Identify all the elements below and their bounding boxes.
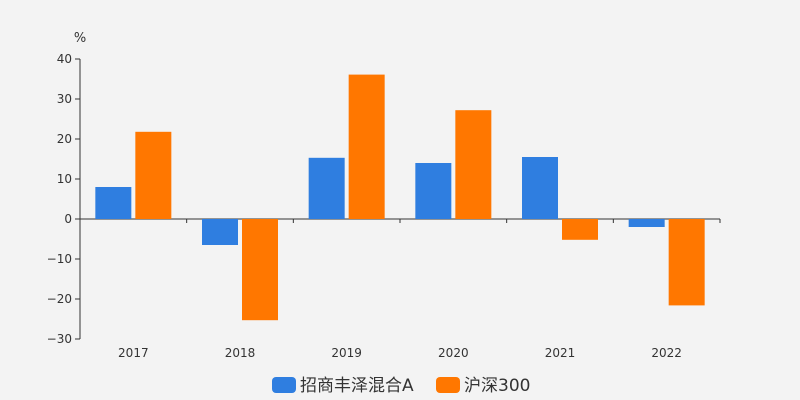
y-tick-label: 0 [64,212,72,226]
bar-index-2022[interactable] [668,219,705,306]
y-tick-label: 20 [57,132,72,146]
bar-index-2018[interactable] [242,219,278,321]
bar-fund-2022[interactable] [628,219,665,227]
bar-index-2021[interactable] [562,219,598,240]
x-tick-label: 2021 [545,346,576,360]
y-tick-label: 40 [57,52,72,66]
legend-label[interactable]: 招商丰泽混合A [300,376,414,396]
x-tick-label: 2018 [225,346,256,360]
bar-index-2020[interactable] [455,110,492,219]
bar-fund-2017[interactable] [95,187,132,219]
bar-index-2017[interactable] [135,131,172,219]
x-tick-label: 2020 [438,346,469,360]
legend-swatch [436,377,460,393]
axes: 40 30 20 10 0 −10 −20 −30 2017 2018 2019 2020 2021 20… [47,52,721,360]
legend-swatch [272,377,296,393]
bar-fund-2020[interactable] [415,163,452,219]
x-tick-label: 2019 [331,346,362,360]
bars [95,74,705,321]
y-tick-label: 10 [57,172,72,186]
y-unit-label: % [74,31,86,46]
y-tick-label: 30 [57,92,72,106]
bar-index-2019[interactable] [348,74,385,219]
x-tick-label: 2017 [118,346,149,360]
y-tick-label: −30 [47,332,72,346]
x-tick-label: 2022 [651,346,682,360]
bar-fund-2018[interactable] [202,219,238,245]
y-tick-label: −20 [47,292,72,306]
legend: 招商丰泽混合A 沪深300 [272,376,530,396]
bar-fund-2021[interactable] [522,157,558,219]
y-tick-label: −10 [47,252,72,266]
legend-label[interactable]: 沪深300 [464,376,530,396]
bar-fund-2019[interactable] [308,157,345,219]
